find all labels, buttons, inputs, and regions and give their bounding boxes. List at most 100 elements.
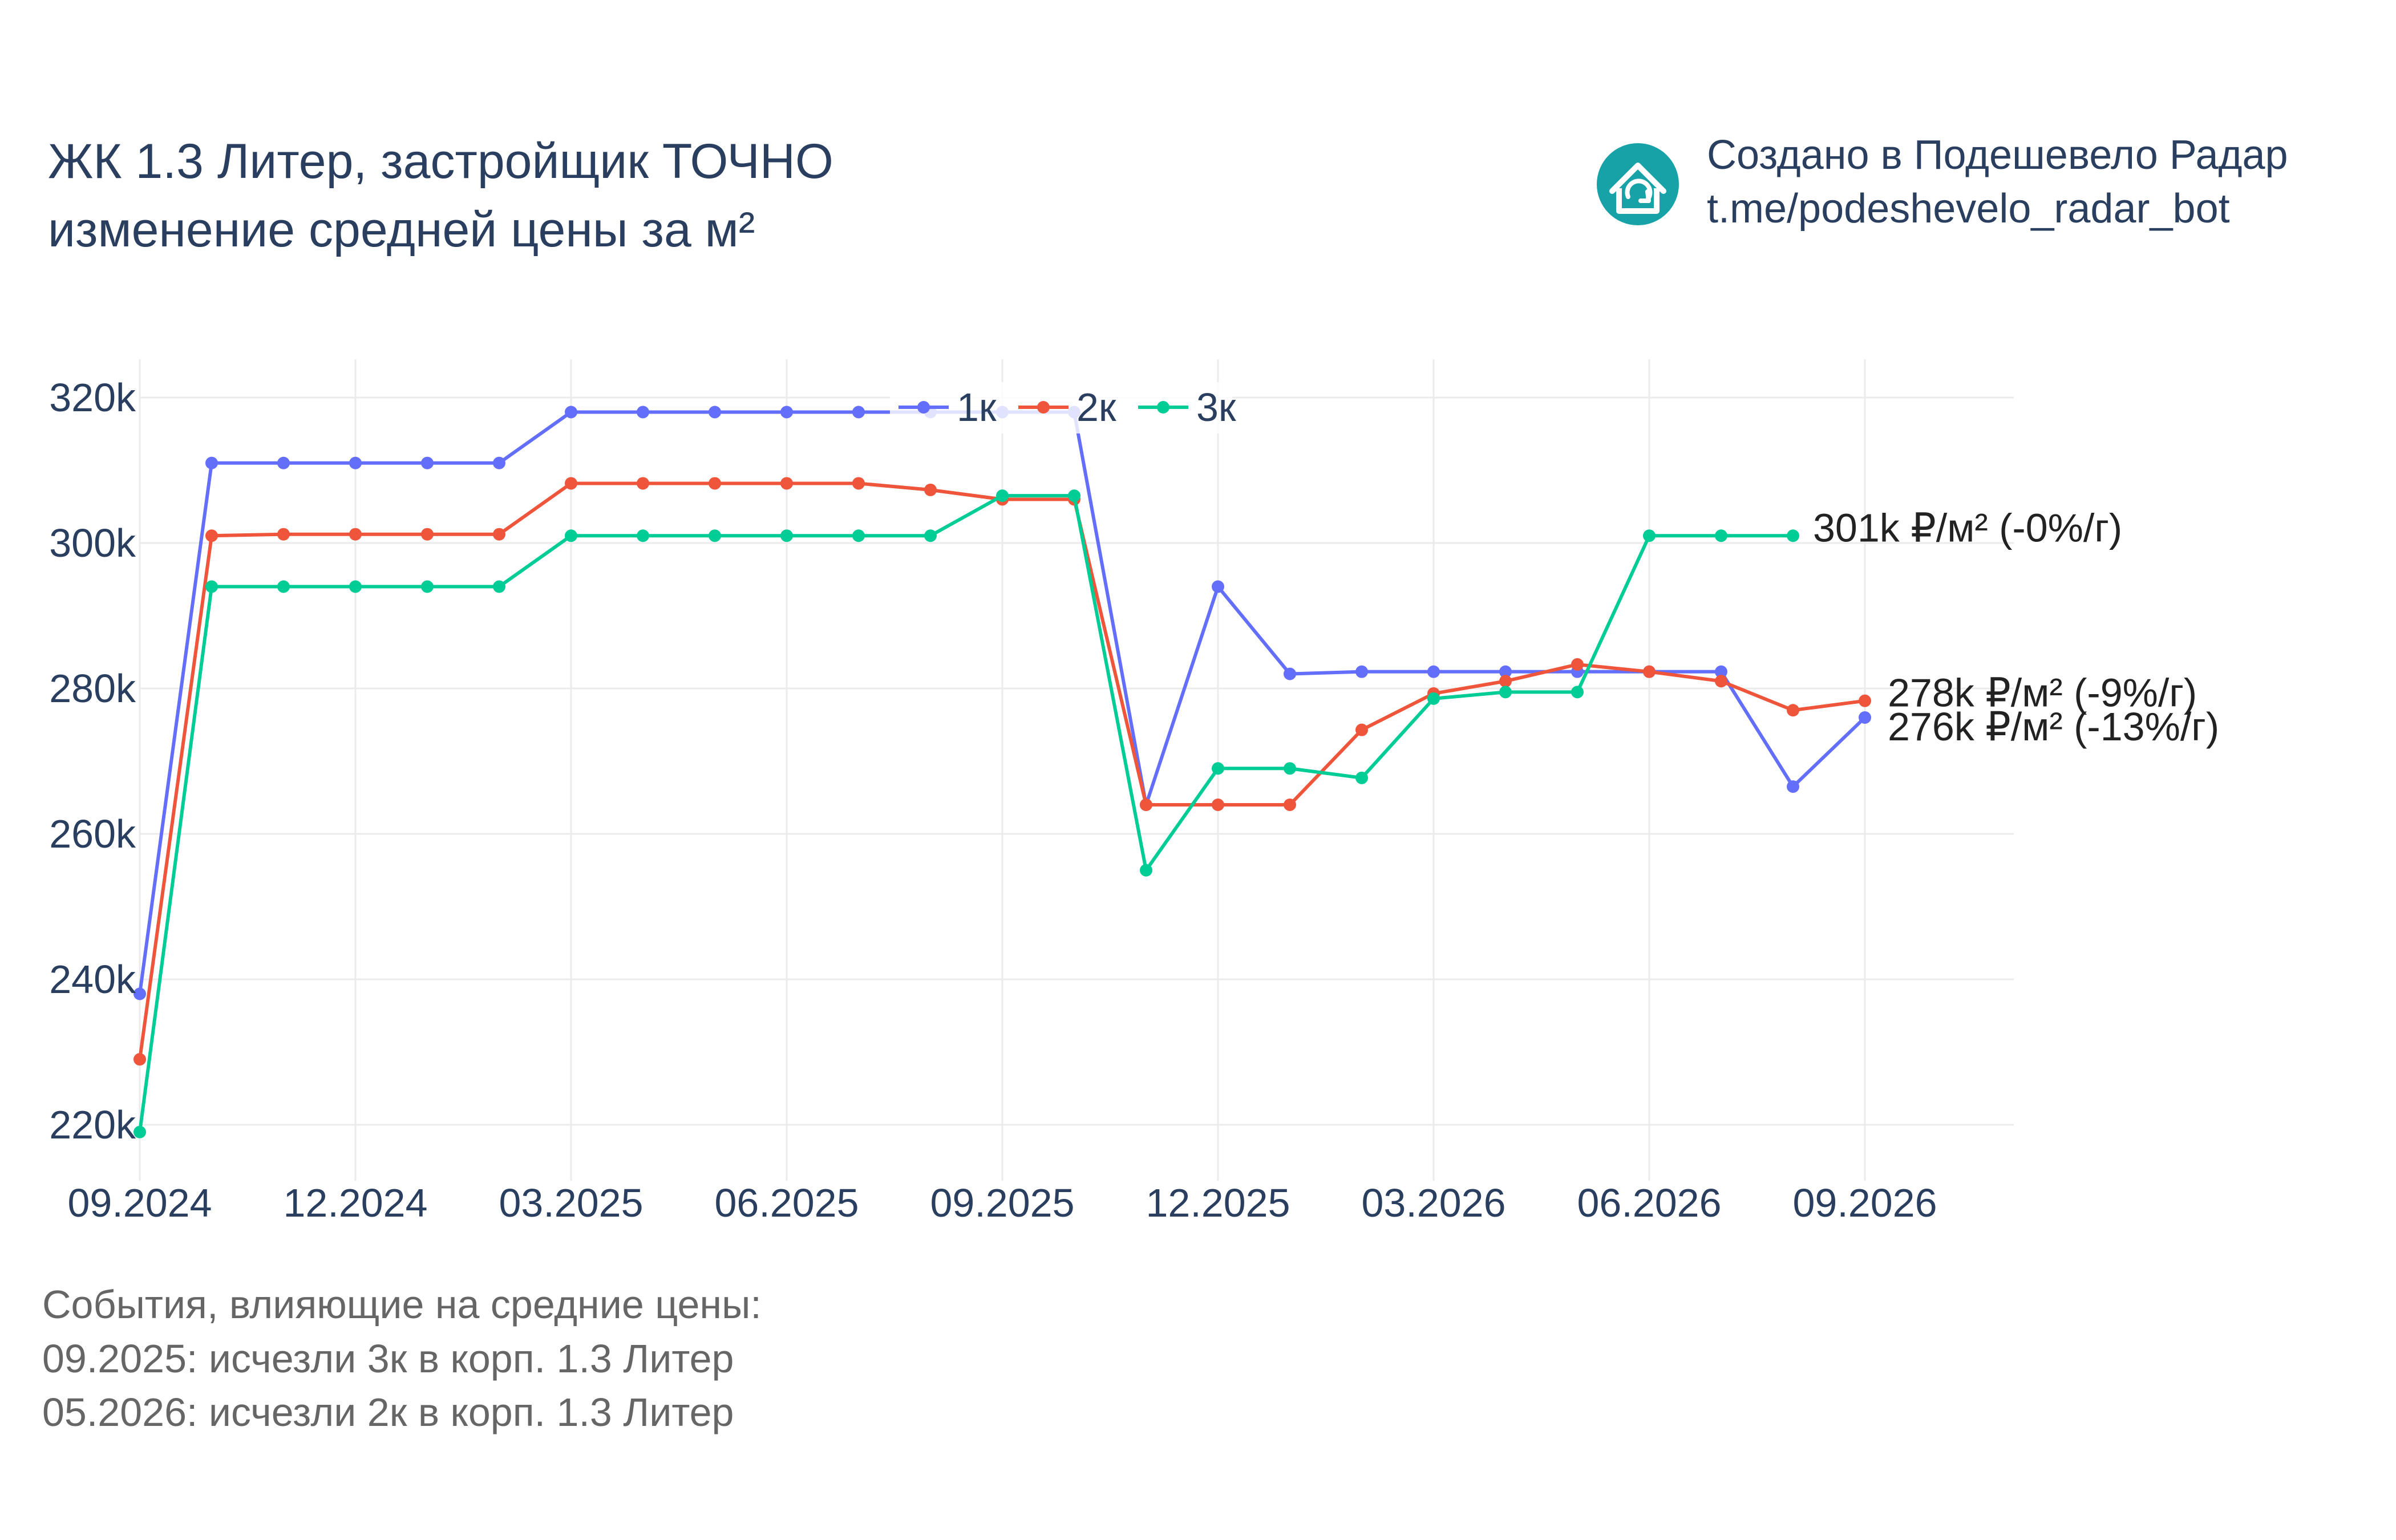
data-point: [1499, 675, 1512, 688]
event-item-2: 05.2026: исчезли 2к в корп. 1.3 Литер: [42, 1390, 734, 1434]
data-point: [277, 528, 290, 541]
data-point: [1859, 711, 1871, 724]
data-point: [1715, 665, 1727, 678]
series-end-label-2: 278k ₽/м² (-9%/г): [1888, 671, 2197, 715]
data-point: [493, 456, 505, 469]
data-point: [421, 580, 434, 593]
end-label-layer: 276k ₽/м² (-13%/г)278k ₽/м² (-9%/г) 301k …: [1813, 505, 2219, 749]
data-point: [1284, 762, 1296, 775]
x-tick-label: 06.2025: [714, 1181, 859, 1225]
data-point: [1787, 780, 1799, 793]
data-point: [133, 1125, 146, 1138]
data-point: [637, 406, 649, 419]
data-point: [852, 529, 865, 542]
legend-label: 1к: [957, 385, 997, 429]
data-point: [1212, 762, 1224, 775]
data-point: [637, 477, 649, 490]
legend-item-3[interactable]: 3к: [1138, 385, 1236, 429]
data-point: [996, 489, 1009, 502]
data-point: [1859, 694, 1871, 707]
data-point: [205, 580, 218, 593]
legend-swatch-marker: [1157, 401, 1169, 414]
data-point: [205, 456, 218, 469]
data-point: [421, 528, 434, 541]
x-tick-label: 09.2025: [930, 1181, 1074, 1225]
data-point: [1212, 799, 1224, 811]
data-point: [349, 528, 362, 541]
grid-layer: [139, 359, 2014, 1181]
axis-layer: 220k 240k 260k 280k 300k 320k 09.2024 12.2024 03…: [49, 375, 1937, 1225]
x-tick-label: 09.2026: [1792, 1181, 1937, 1225]
x-tick-label: 03.2025: [499, 1181, 643, 1225]
legend-item-2[interactable]: 2к: [1018, 385, 1116, 429]
y-tick-label: 240k: [49, 957, 136, 1002]
data-point: [1427, 665, 1440, 678]
credit-block[interactable]: Создано в Подешевело Радар t.me/podeshev…: [1597, 132, 2288, 232]
chart-title-line2: изменение средней цены за м²: [48, 202, 755, 257]
data-point: [1355, 723, 1368, 736]
data-point: [852, 477, 865, 490]
data-point: [1284, 799, 1296, 811]
data-point: [565, 477, 577, 490]
legend-label: 2к: [1076, 385, 1116, 429]
data-point: [1427, 692, 1440, 705]
y-tick-label: 280k: [49, 666, 136, 711]
data-point: [1140, 864, 1152, 877]
x-tick-label: 12.2024: [283, 1181, 427, 1225]
y-tick-label: 220k: [49, 1103, 136, 1147]
data-point: [277, 456, 290, 469]
data-point: [1212, 580, 1224, 593]
data-point: [1643, 665, 1656, 678]
data-point: [205, 529, 218, 542]
event-item-1: 09.2025: исчезли 3к в корп. 1.3 Литер: [42, 1336, 734, 1381]
house-refresh-icon: [1597, 143, 1679, 225]
data-point: [493, 580, 505, 593]
series-layer: [133, 406, 1871, 1138]
data-point: [780, 406, 793, 419]
data-point: [1571, 658, 1584, 671]
legend-swatch-marker: [917, 401, 930, 414]
data-point: [924, 483, 937, 496]
data-point: [1068, 489, 1080, 502]
data-point: [780, 477, 793, 490]
y-tick-label: 300k: [49, 521, 136, 565]
x-tick-label: 06.2026: [1577, 1181, 1721, 1225]
data-point: [1499, 686, 1512, 699]
x-tick-label: 09.2024: [67, 1181, 212, 1225]
data-point: [1355, 771, 1368, 784]
data-point: [277, 580, 290, 593]
data-point: [780, 529, 793, 542]
data-point: [493, 528, 505, 541]
legend-label: 3к: [1196, 385, 1236, 429]
events-heading: События, влияющие на средние цены:: [42, 1282, 762, 1327]
data-point: [1571, 686, 1584, 699]
data-point: [637, 529, 649, 542]
legend[interactable]: 1к 2к 3к: [890, 382, 1236, 433]
y-tick-label: 260k: [49, 812, 136, 856]
legend-item-1[interactable]: 1к: [898, 385, 997, 429]
data-point: [1284, 667, 1296, 680]
data-point: [1787, 529, 1799, 542]
series-line-3: [138, 494, 1793, 1133]
data-point: [133, 1053, 146, 1066]
data-point: [1140, 799, 1152, 811]
data-point: [349, 580, 362, 593]
data-point: [1355, 665, 1368, 678]
series-end-label-1: 276k ₽/м² (-13%/г): [1888, 704, 2219, 749]
data-point: [924, 529, 937, 542]
data-point: [709, 477, 721, 490]
data-point: [1715, 675, 1727, 688]
data-point: [1499, 665, 1512, 678]
data-point: [852, 406, 865, 419]
data-point: [565, 529, 577, 542]
data-point: [709, 406, 721, 419]
data-point: [1715, 529, 1727, 542]
credit-line2[interactable]: t.me/podeshevelo_radar_bot: [1707, 186, 2230, 232]
data-point: [133, 987, 146, 1000]
credit-line1: Создано в Подешевело Радар: [1707, 132, 2288, 178]
data-point: [1787, 704, 1799, 717]
series-end-label-3: 301k ₽/м² (-0%/г): [1813, 505, 2122, 550]
data-point: [421, 456, 434, 469]
y-tick-label: 320k: [49, 375, 136, 420]
